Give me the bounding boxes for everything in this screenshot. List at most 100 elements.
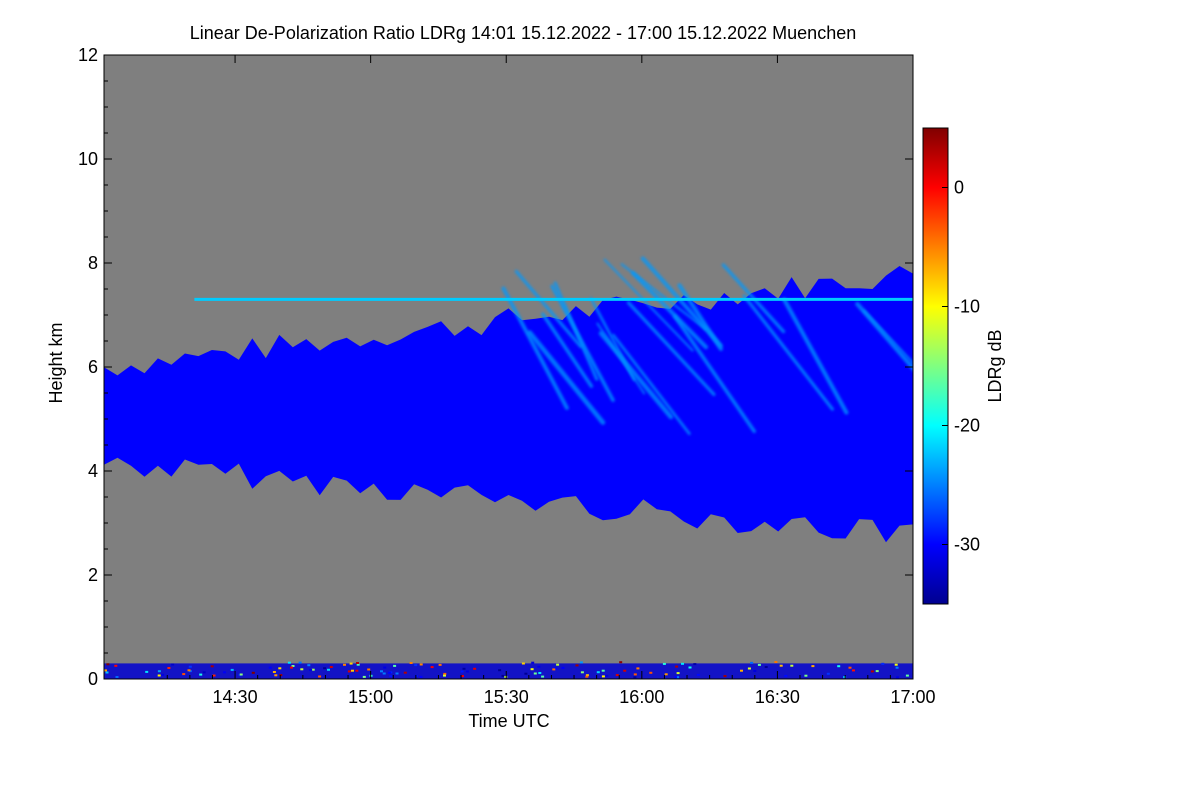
clutter-pixel bbox=[323, 667, 327, 670]
clutter-pixel bbox=[106, 663, 110, 666]
x-tick-label: 15:30 bbox=[484, 687, 529, 707]
clutter-pixel bbox=[740, 669, 743, 672]
fall-streak bbox=[677, 283, 724, 351]
fall-streak bbox=[630, 271, 709, 350]
clutter-pixel bbox=[747, 667, 751, 670]
clutter-pixel bbox=[351, 669, 354, 672]
clutter-pixel bbox=[649, 671, 653, 674]
clutter-pixel bbox=[443, 672, 447, 675]
y-axis: 0 2 4 6 8 10 12 bbox=[78, 45, 913, 689]
clutter-pixel bbox=[311, 668, 315, 671]
clutter-pixel bbox=[693, 663, 697, 666]
clutter-pixel bbox=[596, 671, 600, 674]
clutter-pixel bbox=[585, 675, 589, 678]
clutter-pixel bbox=[531, 661, 535, 664]
clutter-pixel bbox=[837, 665, 841, 668]
y-tick-label: 2 bbox=[88, 565, 98, 585]
clutter-pixel bbox=[212, 674, 216, 677]
clutter-pixel bbox=[676, 676, 680, 679]
clutter-pixel bbox=[367, 668, 371, 671]
clutter-pixel bbox=[556, 663, 560, 666]
clutter-pixel bbox=[636, 667, 640, 670]
clutter-pixel bbox=[343, 663, 346, 666]
x-tick-label: 14:30 bbox=[213, 687, 258, 707]
clutter-pixel bbox=[521, 662, 525, 665]
clutter-pixel bbox=[230, 668, 234, 671]
clutter-pixel bbox=[537, 665, 541, 668]
ground-clutter bbox=[104, 663, 913, 679]
clutter-pixel bbox=[552, 668, 556, 671]
clutter-pixel bbox=[307, 664, 311, 667]
clutter-pixel bbox=[633, 676, 637, 679]
clutter-pixel bbox=[389, 675, 393, 678]
chart-title: Linear De-Polarization Ratio LDRg 14:01 … bbox=[190, 23, 856, 43]
clutter-pixel bbox=[380, 670, 383, 673]
fall-streak bbox=[626, 301, 716, 397]
fall-streak bbox=[598, 331, 674, 420]
clutter-pixel bbox=[779, 664, 783, 667]
clutter-pixel bbox=[533, 672, 537, 675]
fall-streak bbox=[742, 294, 835, 411]
clutter-pixel bbox=[843, 676, 847, 679]
clutter-pixel bbox=[393, 664, 397, 667]
colorbar-tick-label: -30 bbox=[954, 535, 980, 555]
clutter-pixel bbox=[272, 671, 276, 673]
fall-streak bbox=[550, 284, 615, 402]
clutter-pixel bbox=[575, 664, 579, 667]
clutter-pixel bbox=[460, 670, 464, 673]
clutter-pixel bbox=[601, 669, 605, 672]
clutter-pixel bbox=[696, 673, 700, 676]
clutter-pixel bbox=[157, 670, 161, 673]
clutter-pixel bbox=[290, 666, 293, 669]
clutter-pixel bbox=[409, 662, 413, 664]
clutter-pixel bbox=[804, 674, 808, 677]
fall-streak bbox=[603, 258, 694, 352]
clutter-pixel bbox=[161, 673, 165, 676]
clutter-pixel bbox=[419, 663, 423, 666]
clutter-pixel bbox=[852, 669, 855, 672]
clutter-pixel bbox=[633, 673, 637, 676]
fall-streak bbox=[612, 333, 691, 436]
clutter-pixel bbox=[362, 675, 366, 678]
clutter-pixel bbox=[774, 661, 778, 663]
colorbar-ticks: 0 -10 -20 -30 bbox=[942, 178, 980, 555]
fall-streak bbox=[501, 286, 569, 410]
clutter-pixel bbox=[430, 666, 434, 669]
x-tick-label: 16:00 bbox=[619, 687, 664, 707]
clutter-pixel bbox=[355, 669, 359, 672]
clutter-pixel bbox=[579, 661, 583, 664]
clutter-pixel bbox=[676, 672, 680, 675]
x-tick-label: 15:00 bbox=[348, 687, 393, 707]
clutter-pixel bbox=[875, 670, 879, 673]
clutter-pixel bbox=[356, 662, 359, 664]
clutter-pixel bbox=[764, 666, 768, 668]
clutter-pixel bbox=[538, 672, 542, 674]
clutter-pixel bbox=[279, 674, 283, 677]
x-tick-label: 17:00 bbox=[890, 687, 935, 707]
y-tick-label: 8 bbox=[88, 253, 98, 273]
colorbar-tick-label: 0 bbox=[954, 178, 964, 198]
clutter-pixel bbox=[623, 669, 627, 672]
clutter-pixel bbox=[414, 675, 418, 677]
clutter-pixel bbox=[300, 668, 304, 671]
clutter-pixel bbox=[356, 663, 360, 666]
fall-streak bbox=[855, 301, 913, 372]
y-tick-label: 4 bbox=[88, 461, 98, 481]
clutter-pixel bbox=[187, 669, 191, 672]
clutter-pixel bbox=[461, 675, 464, 678]
clutter-pixel bbox=[145, 670, 149, 673]
clutter-pixel bbox=[524, 672, 528, 675]
clutter-pixel bbox=[347, 670, 351, 673]
clutter-pixel bbox=[403, 671, 407, 674]
clutter-pixel bbox=[619, 661, 623, 664]
clutter-pixel bbox=[287, 661, 291, 664]
clutter-pixel bbox=[387, 671, 391, 674]
clutter-pixel bbox=[465, 670, 469, 673]
clutter-pixel bbox=[349, 662, 353, 665]
clutter-pixel bbox=[688, 666, 692, 669]
clutter-pixel bbox=[104, 669, 107, 672]
clutter-pixel bbox=[664, 673, 668, 676]
clutter-pixel bbox=[414, 664, 418, 667]
clutter-pixel bbox=[554, 667, 558, 670]
clutter-pixel bbox=[274, 674, 278, 677]
